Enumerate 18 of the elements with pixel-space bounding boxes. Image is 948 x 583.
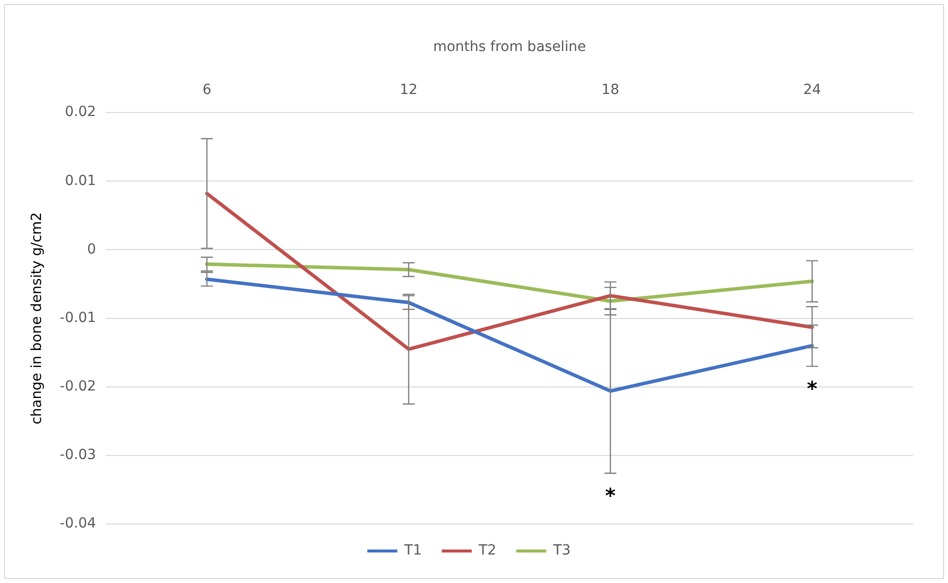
legend-label: T2 bbox=[478, 542, 496, 559]
x-axis-title: months from baseline bbox=[433, 39, 586, 56]
y-tick-label: 0 bbox=[87, 241, 96, 258]
y-tick-label: -0.03 bbox=[60, 447, 96, 464]
y-tick-label: 0.02 bbox=[64, 104, 96, 120]
annotation: * bbox=[605, 483, 616, 508]
y-tick-label: 0.01 bbox=[64, 172, 96, 189]
x-tick-label: 12 bbox=[400, 82, 418, 98]
y-tick-label: -0.04 bbox=[60, 516, 96, 532]
x-tick-label: 24 bbox=[803, 82, 822, 98]
x-tick-label: 6 bbox=[202, 82, 212, 98]
legend-label: T1 bbox=[403, 542, 422, 559]
annotation: * bbox=[806, 376, 818, 400]
x-tick-label: 18 bbox=[601, 82, 620, 98]
y-axis-title: change in bone density g/cm2 bbox=[29, 212, 46, 424]
y-tick-label: -0.02 bbox=[60, 378, 96, 395]
y-tick-label: -0.01 bbox=[60, 310, 96, 326]
legend-label: T3 bbox=[552, 542, 571, 559]
